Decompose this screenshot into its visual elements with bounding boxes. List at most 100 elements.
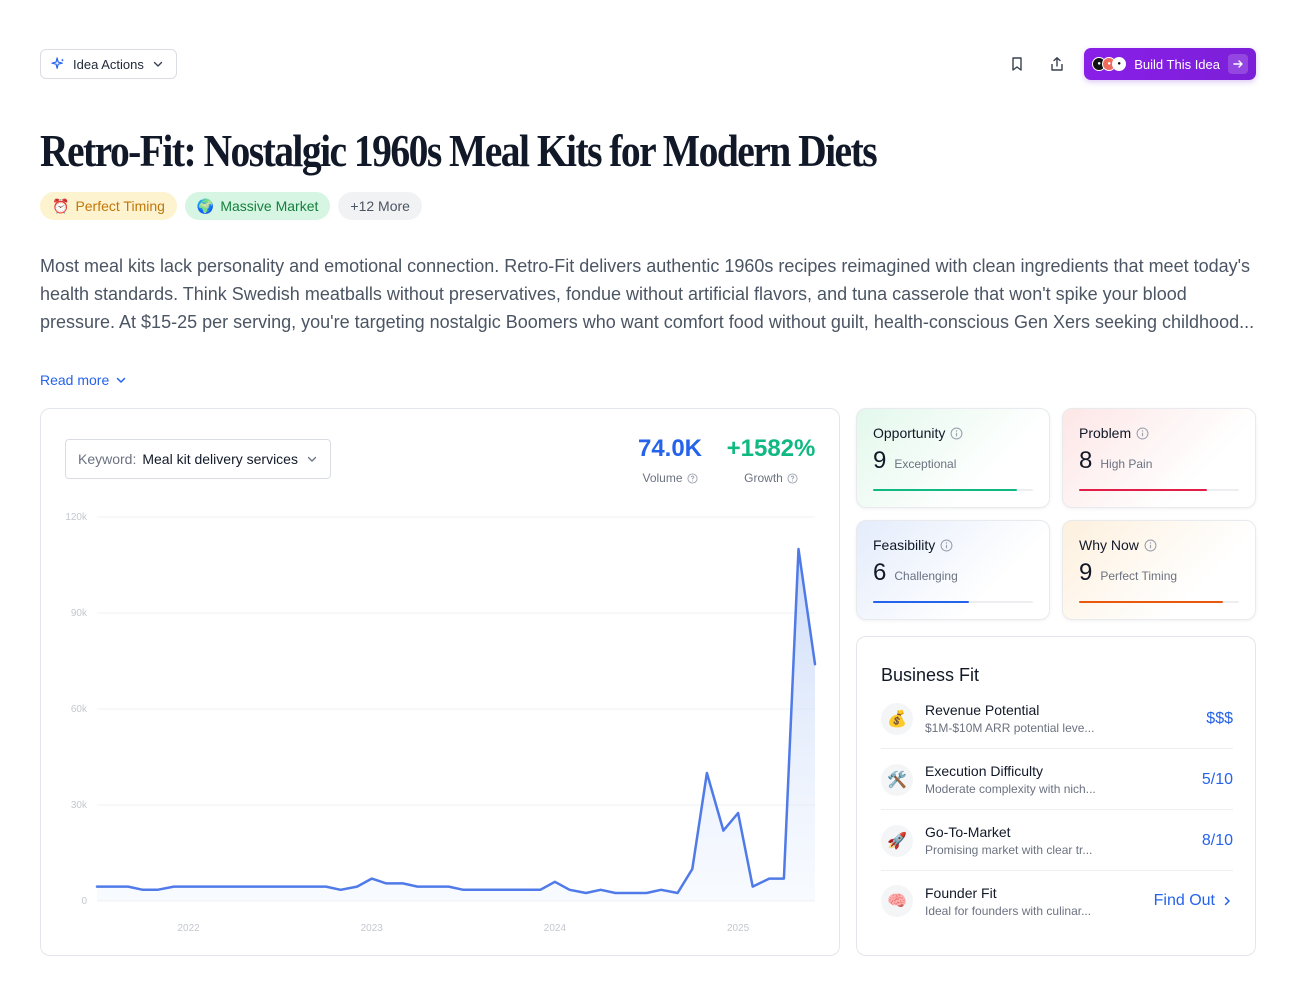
score-card-why-now[interactable]: Why Now 9 Perfect Timing — [1062, 520, 1256, 620]
keyword-label: Keyword: — [78, 451, 137, 467]
score-bar — [873, 489, 1033, 491]
score-bar-fill — [1079, 601, 1223, 603]
y-tick-label: 30k — [71, 800, 88, 811]
data-point — [233, 885, 235, 887]
tag-massive-market: 🌍 Massive Market — [184, 192, 331, 220]
business-fit-row-founder-fit[interactable]: 🧠 Founder Fit Ideal for founders with cu… — [881, 871, 1233, 931]
score-bar — [1079, 601, 1239, 603]
data-point — [568, 889, 570, 891]
data-point — [814, 663, 816, 665]
top-actions: ● ● ● Build This Idea — [1004, 48, 1256, 80]
data-point — [614, 892, 616, 894]
score-bar-fill — [1079, 489, 1207, 491]
data-point — [127, 885, 129, 887]
data-point — [248, 885, 250, 887]
score-value: 8 — [1079, 447, 1093, 474]
data-point — [523, 889, 525, 891]
business-fit-row-revenue[interactable]: 💰 Revenue Potential $1M-$10M ARR potenti… — [881, 689, 1233, 749]
score-card-feasibility[interactable]: Feasibility 6 Challenging — [856, 520, 1050, 620]
data-point — [706, 772, 708, 774]
volume-value: 74.0K — [637, 435, 703, 462]
info-icon[interactable] — [1144, 539, 1157, 552]
trend-line — [95, 547, 817, 895]
data-point — [462, 889, 464, 891]
info-icon[interactable] — [940, 539, 953, 552]
score-bar-fill — [873, 601, 969, 603]
tools-icon: 🛠️ — [881, 763, 913, 796]
data-point — [156, 889, 158, 891]
growth-metric: +1582% Growth — [723, 435, 819, 485]
data-point — [402, 882, 404, 884]
score-card-problem[interactable]: Problem 8 High Pain — [1062, 408, 1256, 508]
data-point — [493, 889, 495, 891]
score-name: Problem — [1079, 425, 1132, 441]
data-point — [202, 885, 204, 887]
data-point — [660, 889, 662, 891]
more-tags-button[interactable]: +12 More — [338, 192, 422, 220]
chevron-down-icon — [153, 61, 163, 67]
data-point — [187, 885, 189, 887]
business-fit-row-execution[interactable]: 🛠️ Execution Difficulty Moderate complex… — [881, 750, 1233, 810]
help-circle-icon[interactable] — [787, 472, 798, 484]
data-point — [339, 889, 341, 891]
score-name: Why Now — [1079, 537, 1139, 553]
data-point — [142, 889, 144, 891]
business-fit-row-go-to-market[interactable]: 🚀 Go-To-Market Promising market with cle… — [881, 811, 1233, 871]
data-point — [310, 885, 312, 887]
data-point — [737, 812, 739, 814]
partner-logos: ● ● ● — [1092, 57, 1127, 71]
tag-label: Massive Market — [220, 198, 319, 214]
keyword-select[interactable]: Keyword: Meal kit delivery services — [65, 439, 331, 479]
arrow-right-icon — [1228, 54, 1248, 74]
growth-value: +1582% — [726, 435, 816, 462]
row-value-text: $$$ — [1206, 709, 1233, 727]
row-desc: Promising market with clear tr... — [925, 843, 1093, 857]
brain-icon: 🧠 — [881, 885, 913, 917]
data-point — [554, 881, 556, 883]
row-value: 8/10 — [1202, 832, 1233, 850]
row-name: Founder Fit — [925, 884, 997, 901]
info-icon[interactable] — [950, 427, 963, 440]
find-out-link[interactable]: Find Out — [1154, 892, 1233, 910]
score-rating: Perfect Timing — [1100, 569, 1178, 583]
build-this-idea-button[interactable]: ● ● ● Build This Idea — [1084, 48, 1256, 80]
partner-logo-icon: ● — [1112, 57, 1127, 71]
data-point — [477, 889, 479, 891]
volume-metric: 74.0K Volume — [633, 435, 707, 485]
data-point — [294, 885, 296, 887]
data-point — [768, 877, 770, 879]
y-tick-label: 90k — [71, 608, 88, 619]
share-button[interactable] — [1044, 51, 1070, 77]
data-point — [599, 889, 601, 891]
y-tick-label: 0 — [81, 896, 87, 907]
data-point — [508, 889, 510, 891]
data-point — [371, 877, 373, 879]
bookmark-button[interactable] — [1004, 51, 1030, 77]
volume-label: Volume — [642, 471, 683, 485]
read-more-label: Read more — [40, 372, 110, 388]
read-more-link[interactable]: Read more — [40, 372, 127, 388]
info-icon[interactable] — [1136, 427, 1149, 440]
find-out-label: Find Out — [1153, 892, 1215, 909]
score-card-opportunity[interactable]: Opportunity 9 Exceptional — [856, 408, 1050, 508]
row-name: Go-To-Market — [925, 824, 1011, 840]
data-point — [645, 892, 647, 894]
data-point — [691, 868, 693, 870]
data-point — [385, 882, 387, 884]
idea-actions-button[interactable]: Idea Actions — [40, 49, 177, 79]
chevron-right-icon — [1224, 896, 1230, 906]
idea-description: Most meal kits lack personality and emot… — [40, 256, 1255, 332]
business-fit-card: Business Fit 💰 Revenue Potential $1M-$10… — [856, 636, 1256, 956]
chevron-down-icon — [117, 377, 126, 383]
help-circle-icon[interactable] — [686, 472, 698, 484]
page-title: Retro-Fit: Nostalgic 1960s Meal Kits for… — [40, 125, 878, 176]
tag-list: ⏰ Perfect Timing 🌍 Massive Market +12 Mo… — [40, 192, 422, 220]
row-value-text: 5/10 — [1201, 770, 1233, 788]
rocket-icon: 🚀 — [881, 824, 913, 857]
row-value: $$$ — [1206, 710, 1233, 728]
x-tick-label: 2022 — [177, 923, 200, 934]
score-bar — [1079, 489, 1239, 491]
chevron-down-icon — [307, 456, 317, 462]
data-point — [173, 885, 175, 887]
score-value: 6 — [873, 559, 887, 586]
